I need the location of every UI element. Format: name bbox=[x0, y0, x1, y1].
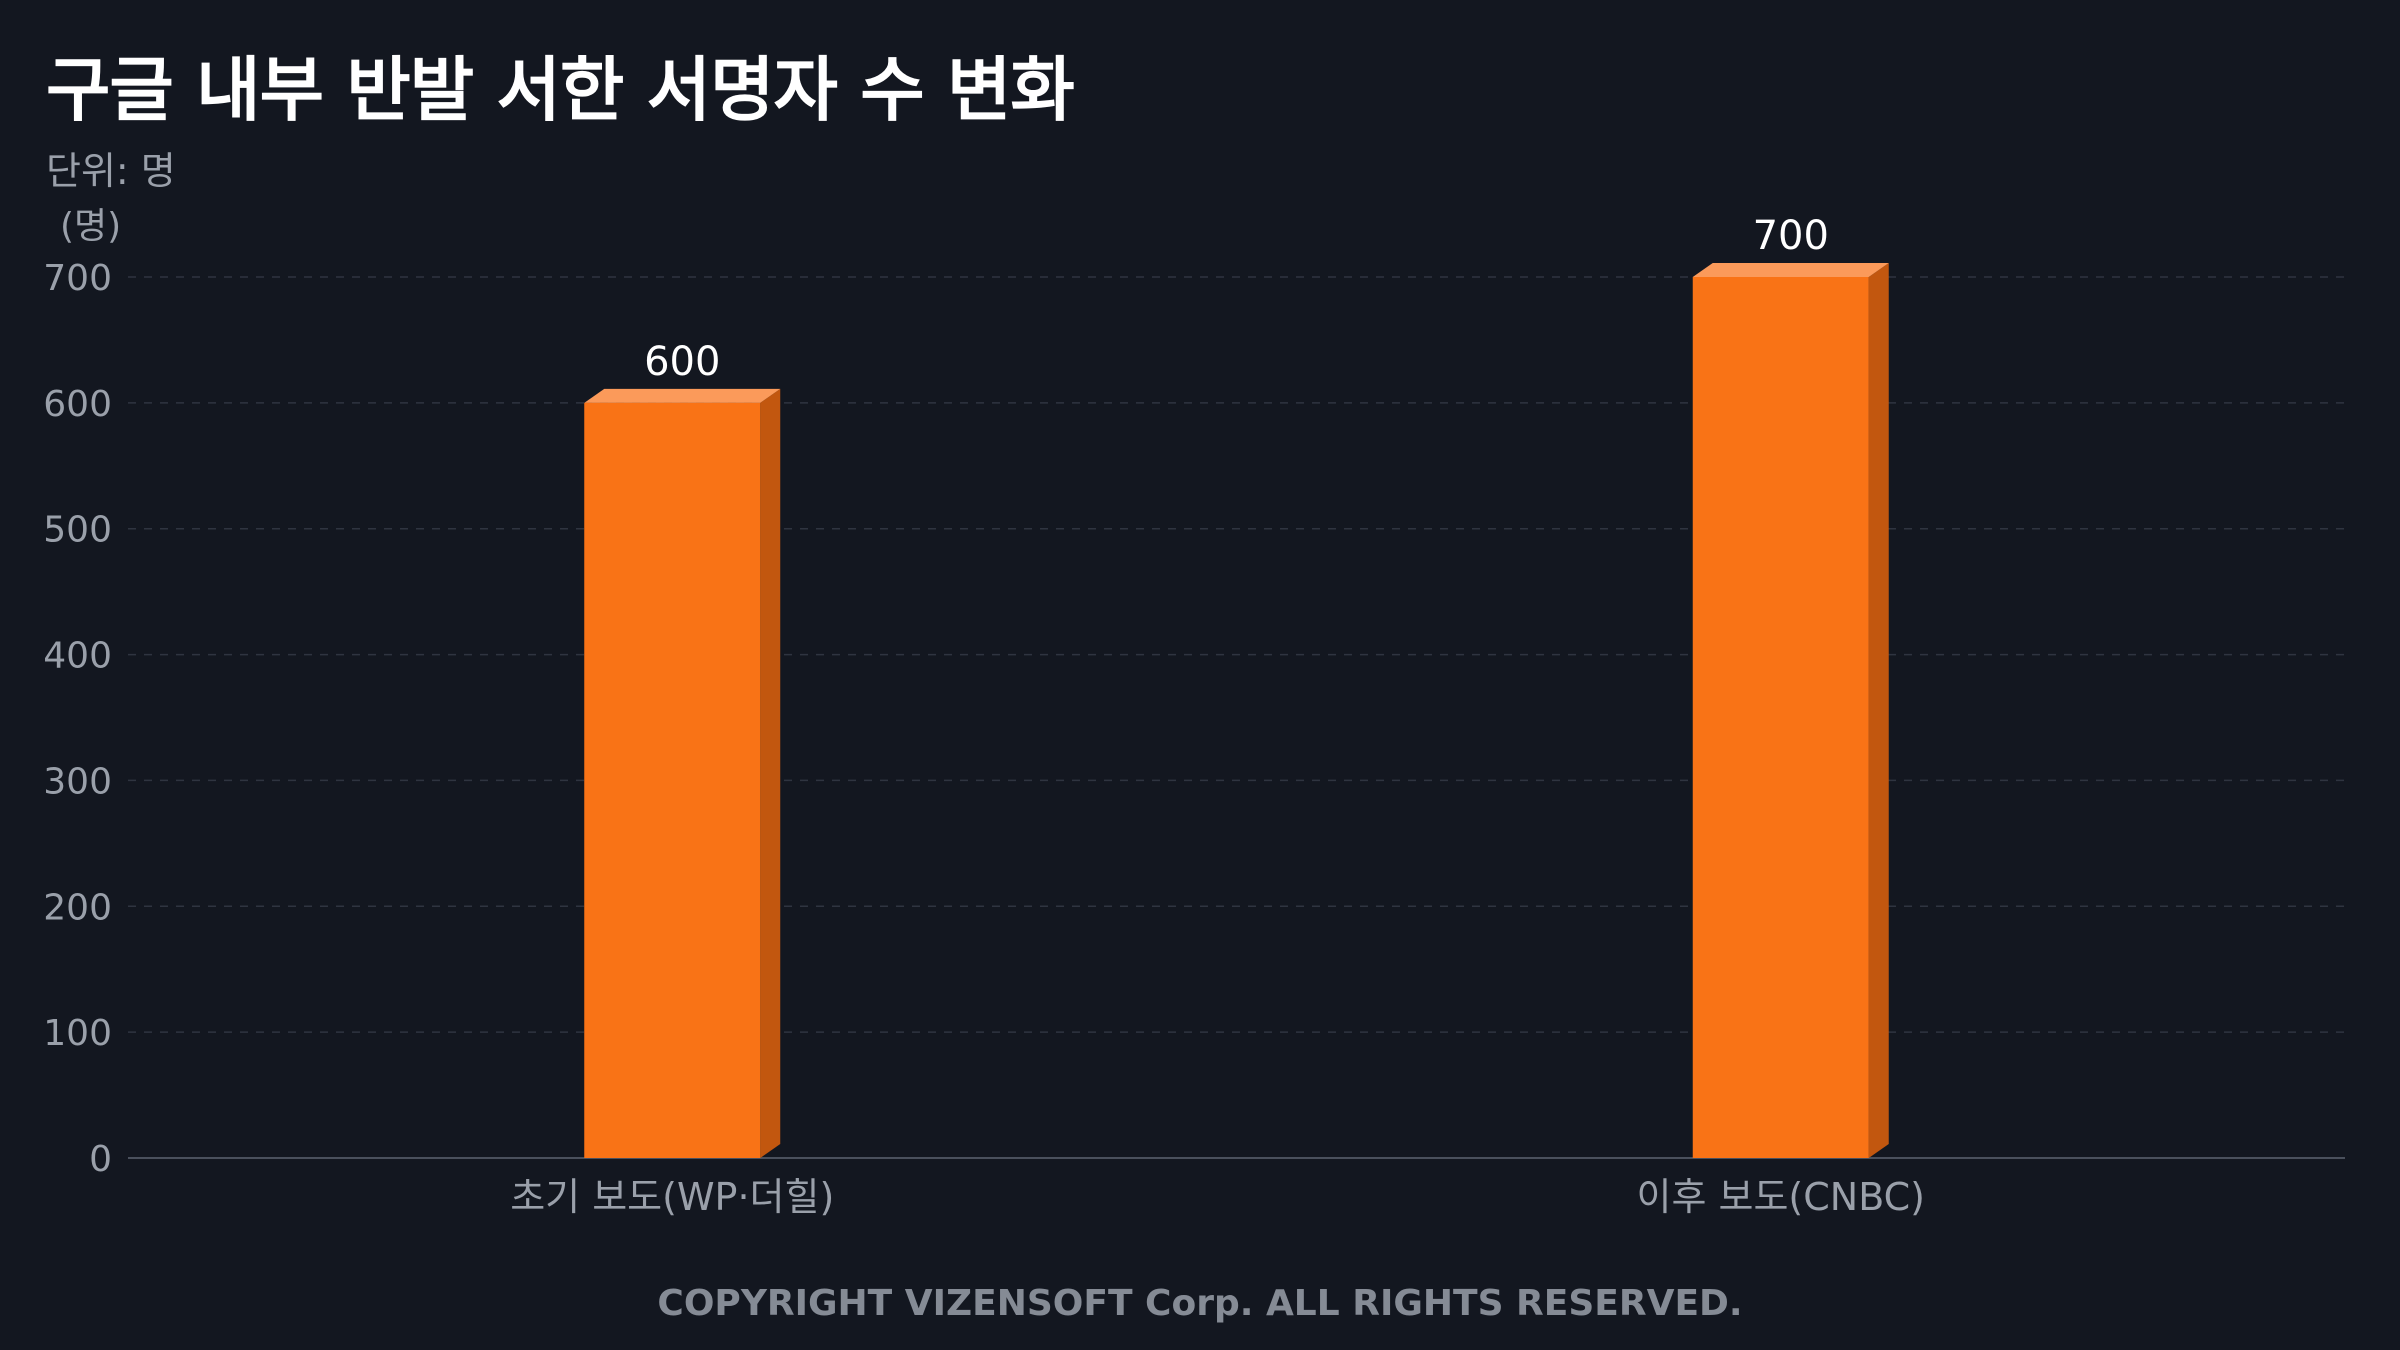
chart-title: 구글 내부 반발 서한 서명자 수 변화 bbox=[46, 49, 1075, 131]
y-axis-title: (명) bbox=[60, 206, 121, 247]
bar-value-label: 700 bbox=[1753, 213, 1829, 259]
y-tick-label: 0 bbox=[89, 1139, 112, 1180]
y-tick-label: 100 bbox=[43, 1013, 112, 1054]
x-category-label: 초기 보도(WP·더힐) bbox=[510, 1175, 834, 1219]
x-axis: 초기 보도(WP·더힐) 이후 보도(CNBC) bbox=[510, 1175, 1925, 1219]
bar-top-face bbox=[1692, 263, 1889, 277]
y-axis: 0 100 200 300 400 500 600 700 bbox=[43, 258, 112, 1180]
bar-side-face bbox=[760, 388, 781, 1158]
y-tick-label: 500 bbox=[43, 510, 112, 551]
y-tick-label: 200 bbox=[43, 887, 112, 928]
y-tick-label: 300 bbox=[43, 761, 112, 802]
bar bbox=[1692, 263, 1889, 1158]
y-tick-label: 400 bbox=[43, 636, 112, 677]
bar-value-label: 600 bbox=[644, 339, 720, 385]
copyright-notice: COPYRIGHT VIZENSOFT Corp. ALL RIGHTS RES… bbox=[657, 1283, 1743, 1324]
chart-subtitle: 단위: 명 bbox=[46, 149, 176, 193]
bar-top-face bbox=[584, 388, 781, 403]
y-tick-label: 700 bbox=[43, 258, 112, 299]
x-category-label: 이후 보도(CNBC) bbox=[1637, 1175, 1925, 1219]
y-tick-label: 600 bbox=[43, 384, 112, 425]
bar-front-face bbox=[1692, 277, 1869, 1158]
bars: 600 700 bbox=[584, 213, 1889, 1158]
bar-side-face bbox=[1868, 263, 1889, 1158]
bar-front-face bbox=[584, 402, 761, 1158]
bar bbox=[584, 388, 781, 1158]
grid-lines bbox=[128, 276, 2345, 1159]
